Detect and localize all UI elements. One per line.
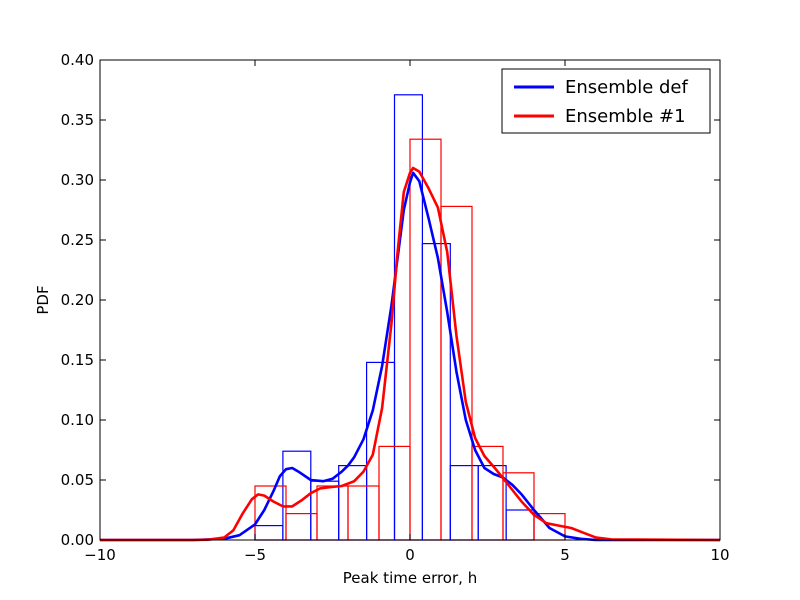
legend-box	[501, 68, 711, 134]
y-tick-label: 0.35	[61, 111, 94, 129]
legend-label-ensemble-def: Ensemble def	[565, 77, 688, 98]
legend-label-ensemble-1: Ensemble #1	[565, 106, 686, 127]
y-axis-label: PDF	[34, 285, 52, 314]
x-axis-label: Peak time error, h	[343, 569, 477, 587]
histogram-bar-ensemble-def	[254, 524, 284, 541]
x-tick-label: 0	[405, 546, 415, 564]
histogram-bar-ensemble-1	[285, 512, 318, 541]
y-tick-label: 0.30	[61, 171, 94, 189]
x-tick-label: 10	[710, 546, 729, 564]
histogram-bar-ensemble-def	[449, 465, 479, 541]
histogram-bar-ensemble-1	[347, 485, 380, 541]
y-tick-label: 0.20	[61, 291, 94, 309]
y-tick-label: 0.05	[61, 471, 94, 489]
plot-frame	[99, 59, 721, 541]
x-tick-label: 5	[560, 546, 570, 564]
histogram-bar-ensemble-1	[409, 138, 442, 541]
tick-layer: −10 −5 0 5 10 0.00 0.05 0.10 0.15 0.20 0.25 0.30 0.3…	[61, 51, 730, 564]
density-curve-layer	[100, 166, 721, 542]
legend: Ensemble def Ensemble #1	[501, 68, 711, 134]
histogram-bar-ensemble-1	[316, 485, 349, 541]
y-tick-label: 0.10	[61, 411, 94, 429]
histogram-bar-ensemble-def	[338, 465, 368, 541]
histogram-bar-ensemble-def	[505, 509, 535, 541]
y-tick-label: 0.00	[61, 531, 94, 549]
x-tick-label: −10	[84, 546, 116, 564]
y-tick-label: 0.25	[61, 231, 94, 249]
y-tick-label: 0.15	[61, 351, 94, 369]
density-curve-ensemble-1	[100, 166, 721, 542]
histogram-bar-ensemble-def	[393, 94, 423, 541]
x-tick-label: −5	[244, 546, 266, 564]
histogram-bar-ensemble-def	[366, 361, 396, 541]
y-tick-label: 0.40	[61, 51, 94, 69]
histogram-bar-ensemble-def	[421, 243, 451, 541]
